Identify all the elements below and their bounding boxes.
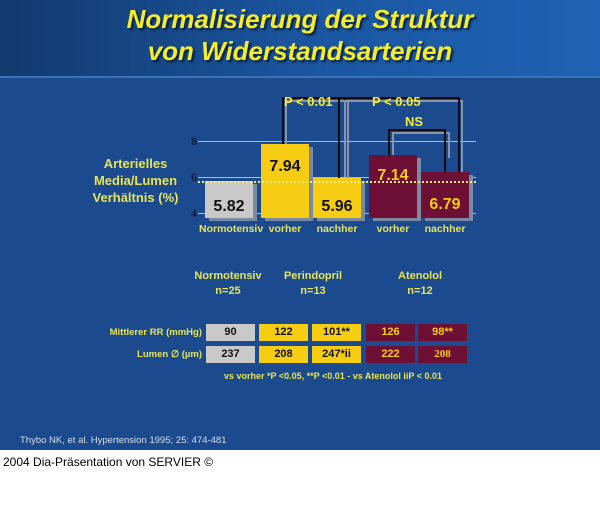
group-name: Atenolol [398, 270, 442, 282]
y-axis-label-line: Verhältnis (%) [92, 190, 179, 205]
table-cell: 222 [366, 346, 415, 363]
citation: Thybo NK, et al. Hypertension 1995; 25: … [20, 435, 227, 446]
bar-normotensiv: 5.82 [205, 181, 253, 218]
slide: Normalisierung der Struktur von Widersta… [0, 0, 600, 450]
bar-perindopril-nachher: 5.96 [313, 178, 361, 218]
gridline-8 [198, 141, 476, 142]
y-axis-label-line: Arterielles [103, 156, 168, 171]
bar-atenolol-vorher: 7.14 [369, 155, 417, 218]
group-label-perindopril: Perindopril n=13 [268, 269, 358, 299]
title-band [0, 0, 600, 76]
slide-title-line-1: Normalisierung der Struktur [126, 4, 474, 34]
bracket-shadow [285, 100, 349, 181]
y-tick-8: 8 [191, 134, 197, 148]
table-cell: 208 [418, 346, 467, 363]
reference-line-normotensiv [198, 181, 476, 183]
group-name: Perindopril [283, 270, 343, 282]
bar-atenolol-nachher: 6.79 [421, 172, 469, 218]
x-category-label: nachher [424, 223, 466, 235]
group-name: Normotensiv [194, 270, 262, 282]
bar-value: 7.14 [377, 167, 409, 184]
table-cell: 247*ii [312, 346, 361, 363]
group-n: n=25 [215, 285, 241, 297]
bracket-shadow [344, 100, 463, 177]
table-cell: 101** [312, 324, 361, 341]
group-n: n=13 [300, 285, 326, 297]
title-divider [0, 76, 600, 78]
x-category-label: Normotensiv [199, 223, 264, 235]
bar-value: 6.79 [429, 196, 461, 213]
table-cell: 208 [259, 346, 308, 363]
group-label-atenolol: Atenolol n=12 [375, 269, 465, 299]
bracket-shadow [392, 132, 450, 158]
slide-background [0, 78, 600, 450]
y-axis-label: Arterielles Media/Lumen Verhältnis (%) [78, 155, 193, 206]
bar-value: 5.96 [321, 198, 353, 215]
p-value-perindopril: P < 0.01 [284, 94, 333, 109]
bar-value: 5.82 [213, 198, 245, 215]
copyright-credit: 2004 Dia-Präsentation von SERVIER © [3, 455, 214, 469]
group-n: n=12 [407, 285, 433, 297]
table-row-label-rr: Mittlerer RR (mmHg) [109, 327, 202, 338]
x-category-label: nachher [316, 223, 358, 235]
y-tick-6: 6 [191, 170, 197, 184]
table-cell: 237 [206, 346, 255, 363]
bar-value: 7.94 [269, 158, 301, 175]
table-cell: 126 [366, 324, 415, 341]
gridline-6 [198, 177, 476, 178]
x-category-label: vorher [376, 223, 410, 235]
table-cell: 122 [259, 324, 308, 341]
x-category-label: vorher [268, 223, 302, 235]
bracket-atenolol [388, 129, 446, 174]
p-value-atenolol: NS [405, 114, 424, 129]
p-value-between-groups: P < 0.05 [372, 94, 421, 109]
table-row-label-lumen: Lumen ∅ (µm) [137, 349, 202, 360]
table-cell: 90 [206, 324, 255, 341]
table-footnote: vs vorher *P <0.05, **P <0.01 - vs Ateno… [224, 371, 443, 381]
group-label-normotensiv: Normotensiv n=25 [183, 269, 273, 299]
slide-title-line-2: von Widerstandsarterien [147, 36, 453, 66]
table-cell: 98** [418, 324, 467, 341]
bracket-between-groups [338, 97, 460, 180]
y-axis-label-line: Media/Lumen [93, 173, 178, 188]
y-tick-4: 4 [191, 206, 197, 220]
